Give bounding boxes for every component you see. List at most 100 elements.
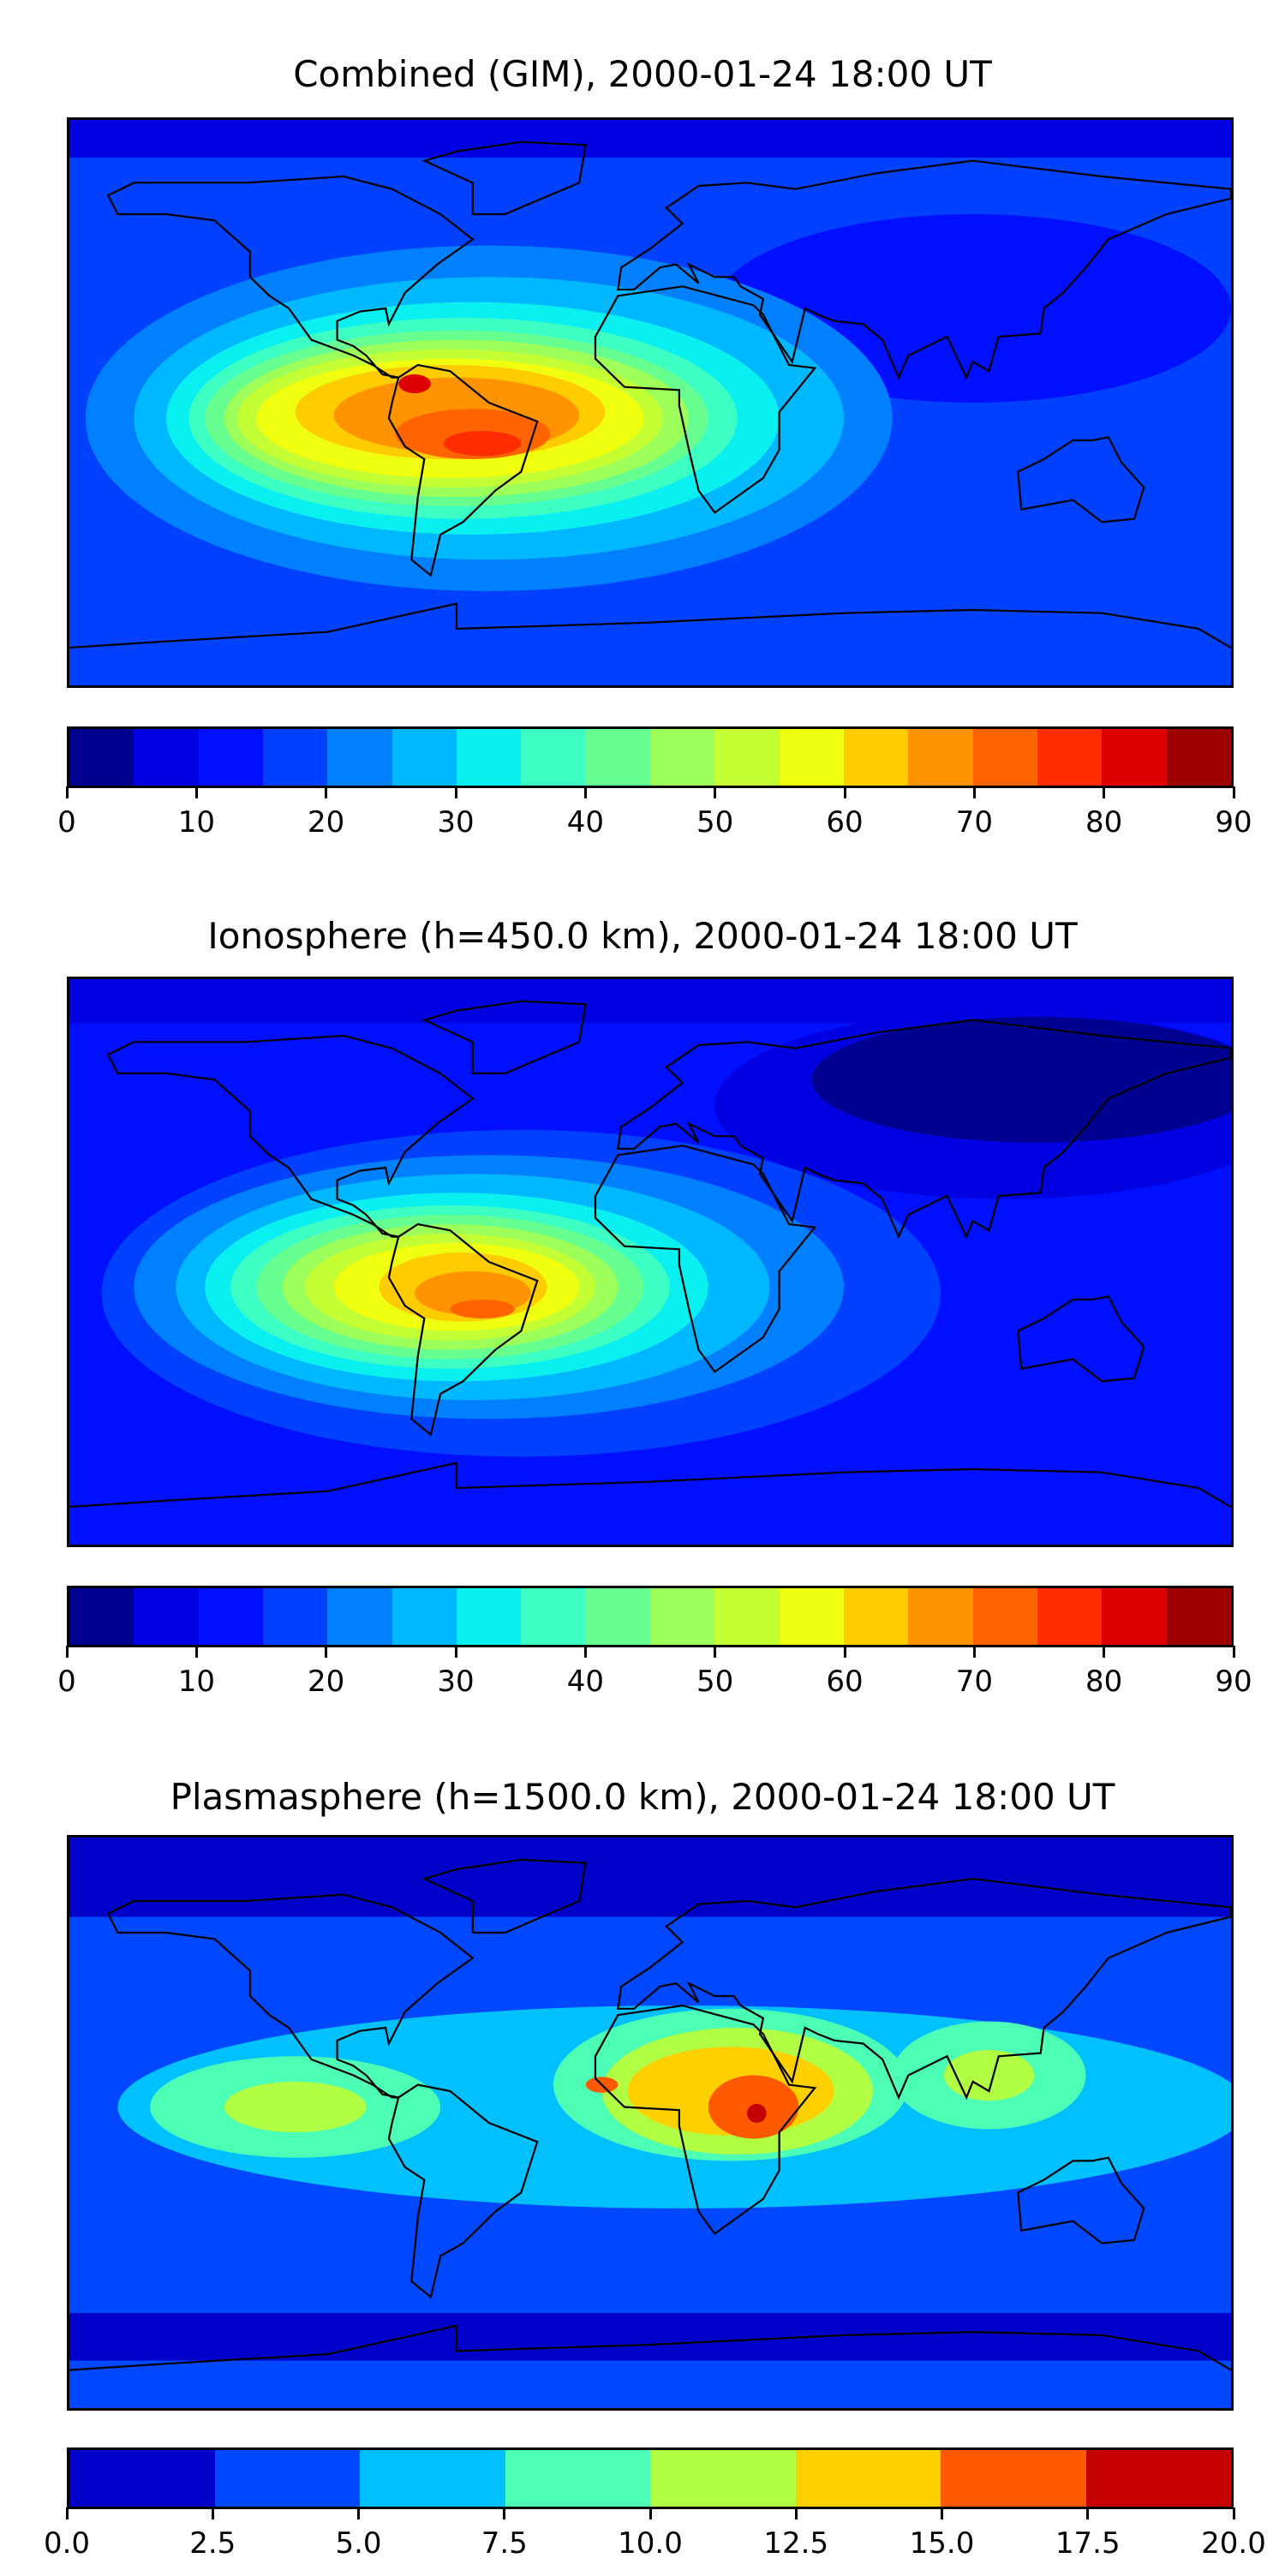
colorbar-segment [198,729,263,786]
panel-title-combined: Combined (GIM), 2000-01-24 18:00 UT [293,53,992,95]
colorbar-segment [505,2450,650,2507]
colorbar-tick-label: 0 [57,1665,76,1699]
colorbar-segment [714,729,780,786]
contour-level-17-5 [747,2103,767,2123]
colorbar-tick-mark [194,786,198,798]
colorbar-segment [585,1588,650,1645]
colorbar-tick-label: 40 [566,1665,604,1699]
panel-title-plasmasphere: Plasmasphere (h=1500.0 km), 2000-01-24 1… [170,1776,1115,1818]
colorbar-tick-mark [843,786,846,798]
colorbar-tick-mark [714,786,717,798]
colorbar-combined [67,726,1234,788]
colorbar-tick-mark [714,1646,717,1658]
colorbar-segment [941,2450,1086,2507]
colorbar-segment [843,729,909,786]
colorbar-tick-label: 30 [437,1665,475,1699]
colorbar-tick-mark [941,2507,943,2519]
colorbar-tick-label: 50 [696,805,734,840]
colorbar-tick-label: 7.5 [481,2526,528,2561]
colorbar-tick-label: 5.0 [335,2526,382,2561]
colorbar-segment [779,729,844,786]
colorbar-segment [650,2450,796,2507]
colorbar-segment [456,729,522,786]
colorbar-segment [69,2450,215,2507]
contour-level-70 [450,1300,515,1318]
colorbar-tick-mark [325,786,328,798]
colorbar-tick-label: 20 [308,805,345,840]
colorbar-tick-mark [648,2507,652,2519]
colorbar-tick-mark [1232,786,1235,798]
colorbar-segment [1166,1588,1231,1645]
colorbar-tick-mark [65,786,69,798]
colorbar-tick-mark [1086,2507,1090,2519]
colorbar-tick-mark [65,2507,69,2519]
panel-title-ionosphere: Ionosphere (h=450.0 km), 2000-01-24 18:0… [207,915,1078,957]
contour-level-75 [443,431,522,457]
colorbar-tick-label: 12.5 [763,2526,829,2561]
colorbar-segment [134,1588,199,1645]
colorbar-segment [1166,729,1231,786]
colorbar-tick-label: 70 [955,1665,993,1699]
colorbar-tick-label: 20 [308,1665,345,1699]
colorbar-segment [521,729,586,786]
contour-level-10-west [224,2081,367,2133]
colorbar-tick-mark [325,1646,328,1658]
colorbar-ticks-ionosphere: 0 10 20 30 40 50 60 70 80 90 [57,1646,1252,1714]
colorbar-tick-label: 20.0 [1201,2526,1266,2561]
colorbar-tick-mark [211,2507,214,2519]
colorbar-segment [1037,729,1103,786]
colorbar-segment [134,729,199,786]
colorbar-tick-mark [794,2507,798,2519]
colorbar-plasmasphere [67,2447,1234,2509]
colorbar-tick-label: 10.0 [618,2526,683,2561]
colorbar-tick-label: 70 [955,805,993,840]
colorbar-tick-label: 40 [566,805,604,840]
colorbar-tick-mark [454,786,457,798]
colorbar-tick-mark [1232,1646,1235,1658]
map-combined-gim [67,117,1234,688]
colorbar-tick-mark [843,1646,846,1658]
colorbar-segment [262,1588,328,1645]
contour-polar-band [69,120,1231,158]
colorbar-segment [908,729,973,786]
colorbar-tick-label: 50 [696,1665,734,1699]
colorbar-segment [795,2450,941,2507]
colorbar-tick-label: 0 [57,805,76,840]
map-ionosphere [67,977,1234,1547]
colorbar-tick-label: 90 [1215,1665,1252,1699]
colorbar-tick-mark [503,2507,506,2519]
colorbar-segment [1037,1588,1103,1645]
colorbar-segment [1102,1588,1167,1645]
colorbar-ticks-combined: 0 10 20 30 40 50 60 70 80 90 [57,786,1252,855]
colorbar-tick-label: 80 [1085,1665,1123,1699]
colorbar-ticks-plasmasphere: 0.0 2.5 5.0 7.5 10.0 12.5 15.0 17.5 20.0 [44,2507,1266,2576]
colorbar-tick-label: 10 [177,1665,215,1699]
colorbar-tick-label: 60 [826,1665,864,1699]
colorbar-tick-mark [65,1646,69,1658]
colorbar-tick-label: 17.5 [1055,2526,1121,2561]
colorbar-tick-label: 10 [177,805,215,840]
colorbar-tick-mark [1103,786,1106,798]
colorbar-tick-label: 30 [437,805,475,840]
contour-level-10-asia [943,2049,1035,2101]
colorbar-tick-label: 15.0 [909,2526,975,2561]
colorbar-tick-mark [972,786,976,798]
contour-level-2-5-south [69,2360,1231,2408]
colorbar-tick-label: 90 [1215,805,1252,840]
colorbar-segment [972,729,1037,786]
colorbar-segment [327,1588,392,1645]
colorbar-segment [972,1588,1037,1645]
colorbar-tick-mark [194,1646,198,1658]
colorbar-segment [391,729,457,786]
colorbar-segment [649,729,715,786]
colorbar-segment [327,729,392,786]
colorbar-tick-mark [454,1646,457,1658]
colorbar-segment [69,729,134,786]
colorbar-tick-label: 0.0 [43,2526,91,2561]
colorbar-segment [1085,2450,1231,2507]
colorbar-segment [198,1588,263,1645]
map-plasmasphere [67,1835,1234,2411]
colorbar-segment [843,1588,909,1645]
colorbar-segment [649,1588,715,1645]
colorbar-segment [69,1588,134,1645]
